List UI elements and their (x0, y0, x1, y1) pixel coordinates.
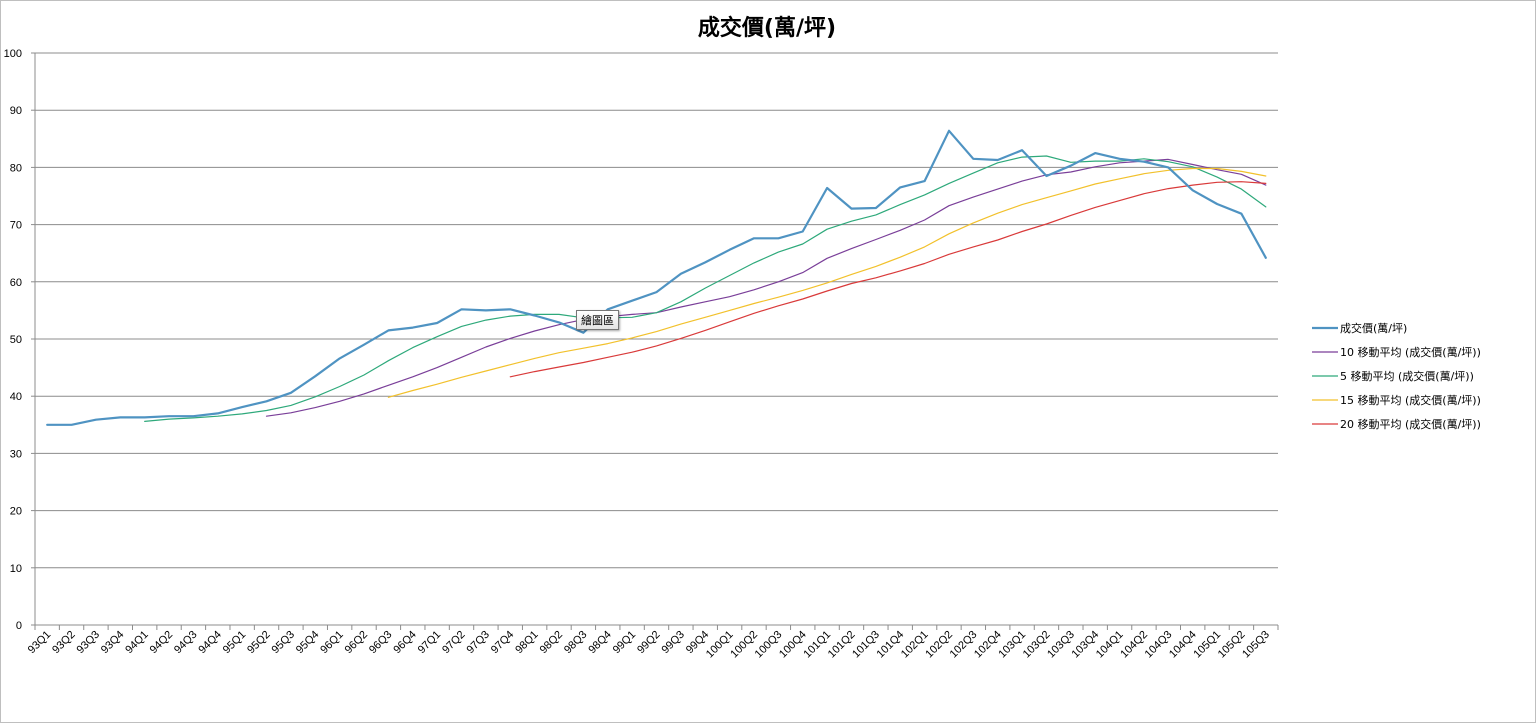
x-tick-label: 97Q2 (440, 629, 468, 657)
x-tick-label: 99Q2 (635, 629, 663, 657)
plot-area-tooltip: 繪圖區 (576, 310, 619, 330)
x-tick-label: 93Q4 (99, 629, 127, 657)
x-tick-label: 97Q1 (416, 629, 444, 657)
y-tick-label: 40 (10, 391, 22, 403)
x-tick-label: 97Q3 (464, 629, 492, 657)
plot-area[interactable] (46, 129, 1267, 426)
x-tick-label: 94Q3 (172, 629, 200, 657)
x-tick-label: 95Q2 (245, 629, 273, 657)
y-tick-label: 10 (10, 563, 22, 575)
x-tick-label: 98Q2 (538, 629, 566, 657)
y-tick-label: 70 (10, 220, 22, 232)
y-tick-label: 20 (10, 506, 22, 518)
x-tick-label: 93Q2 (50, 629, 78, 657)
y-tick-label: 90 (10, 105, 22, 117)
gridlines (35, 52, 1278, 569)
series-line-2[interactable] (144, 155, 1267, 422)
x-tick-label: 96Q2 (343, 629, 371, 657)
x-tick-label: 98Q4 (586, 629, 614, 657)
x-tick-label: 94Q4 (196, 629, 224, 657)
x-tick-label: 97Q4 (489, 629, 517, 657)
x-tick-label: 98Q3 (562, 629, 590, 657)
x-tick-label: 93Q3 (75, 629, 103, 657)
series-line-0[interactable] (46, 129, 1267, 426)
x-tick-label: 96Q4 (391, 629, 419, 657)
legend-entry-1[interactable]: 10 移動平均 (成交價(萬/坪)) (1340, 345, 1481, 359)
x-tick-label: 105Q3 (1240, 629, 1272, 661)
series-line-3[interactable] (387, 167, 1267, 398)
legend-entry-4[interactable]: 20 移動平均 (成交價(萬/坪)) (1340, 417, 1481, 431)
x-tick-label: 99Q3 (659, 629, 687, 657)
x-tick-label: 98Q1 (513, 629, 541, 657)
legend[interactable]: 成交價(萬/坪) 10 移動平均 (成交價(萬/坪)) 5 移動平均 (成交價(萬/… (1312, 321, 1481, 431)
legend-entry-0[interactable]: 成交價(萬/坪) (1340, 321, 1407, 335)
chart-title: 成交價(萬/坪) (698, 15, 836, 41)
series-line-1[interactable] (265, 158, 1267, 417)
axes: 010203040506070809010093Q193Q293Q393Q494… (4, 48, 1279, 661)
legend-entry-3[interactable]: 15 移動平均 (成交價(萬/坪)) (1340, 393, 1481, 407)
x-tick-label: 96Q1 (318, 629, 346, 657)
x-tick-label: 93Q1 (26, 629, 54, 657)
y-tick-label: 60 (10, 277, 22, 289)
x-tick-label: 95Q3 (270, 629, 298, 657)
y-tick-label: 0 (16, 620, 22, 632)
y-tick-label: 100 (4, 48, 22, 60)
x-tick-label: 99Q1 (611, 629, 639, 657)
x-tick-label: 95Q1 (221, 629, 249, 657)
x-tick-label: 94Q2 (148, 629, 176, 657)
legend-entry-2[interactable]: 5 移動平均 (成交價(萬/坪)) (1340, 369, 1474, 383)
y-tick-label: 80 (10, 162, 22, 174)
series-line-4[interactable] (509, 181, 1267, 378)
x-tick-label: 94Q1 (123, 629, 151, 657)
x-tick-label: 96Q3 (367, 629, 395, 657)
y-tick-label: 30 (10, 448, 22, 460)
x-tick-label: 95Q4 (294, 629, 322, 657)
y-tick-label: 50 (10, 334, 22, 346)
